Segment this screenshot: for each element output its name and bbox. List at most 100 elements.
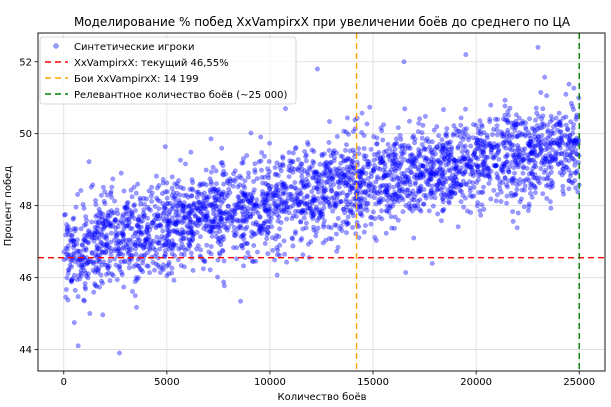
scatter-point	[440, 158, 446, 164]
scatter-point	[567, 152, 573, 158]
scatter-point	[68, 233, 74, 239]
scatter-point	[298, 199, 304, 205]
scatter-point	[328, 176, 334, 182]
scatter-point	[387, 194, 393, 200]
scatter-point	[121, 284, 127, 290]
scatter-point	[491, 162, 497, 168]
scatter-point	[563, 142, 569, 148]
scatter-point	[322, 164, 328, 170]
scatter-point	[190, 236, 196, 242]
scatter-point	[111, 248, 117, 254]
scatter-point	[180, 230, 186, 236]
scatter-point	[151, 238, 157, 244]
scatter-point	[422, 113, 428, 119]
scatter-point	[428, 147, 434, 153]
scatter-point	[372, 216, 378, 222]
scatter-point	[453, 177, 459, 183]
scatter-point	[404, 178, 410, 184]
scatter-point	[213, 221, 219, 227]
scatter-point	[424, 181, 430, 187]
scatter-point	[116, 246, 122, 252]
scatter-point	[114, 277, 120, 283]
scatter-point	[513, 178, 519, 184]
scatter-point	[280, 181, 286, 187]
scatter-point	[191, 200, 197, 206]
scatter-point	[100, 242, 106, 248]
scatter-point	[525, 208, 531, 214]
scatter-point	[141, 195, 147, 201]
scatter-point	[99, 249, 105, 255]
scatter-point	[442, 170, 448, 176]
scatter-point	[221, 283, 227, 289]
scatter-point	[297, 191, 303, 197]
scatter-point	[563, 122, 569, 128]
scatter-point	[282, 190, 288, 196]
scatter-point	[383, 169, 389, 175]
scatter-point	[311, 211, 317, 217]
scatter-point	[70, 237, 76, 243]
scatter-point	[497, 182, 503, 188]
scatter-point	[198, 216, 204, 222]
scatter-point	[261, 220, 267, 226]
scatter-point	[521, 157, 527, 163]
scatter-point	[462, 195, 468, 201]
scatter-point	[492, 116, 498, 122]
scatter-point	[64, 255, 70, 261]
scatter-point	[276, 194, 282, 200]
scatter-point	[500, 169, 506, 175]
scatter-point	[499, 168, 505, 174]
scatter-point	[473, 154, 479, 160]
scatter-point	[108, 252, 114, 258]
scatter-point	[529, 171, 535, 177]
scatter-point	[244, 224, 250, 230]
scatter-point	[104, 236, 110, 242]
scatter-point	[280, 191, 286, 197]
scatter-point	[437, 146, 443, 152]
scatter-point	[524, 152, 530, 158]
scatter-point	[522, 183, 528, 189]
scatter-point	[339, 171, 345, 177]
scatter-point	[267, 206, 273, 212]
scatter-point	[96, 235, 102, 241]
scatter-point	[528, 135, 534, 141]
scatter-point	[275, 189, 281, 195]
scatter-point	[182, 204, 188, 210]
scatter-point	[454, 180, 460, 186]
scatter-point	[218, 217, 224, 223]
scatter-point	[528, 150, 534, 156]
scatter-point	[458, 140, 464, 146]
scatter-point	[131, 263, 137, 269]
scatter-point	[458, 165, 464, 171]
scatter-point	[258, 226, 264, 232]
scatter-point	[305, 179, 311, 185]
scatter-point	[213, 197, 219, 203]
scatter-point	[264, 236, 270, 242]
scatter-point	[428, 176, 434, 182]
scatter-point	[457, 128, 463, 134]
scatter-point	[440, 199, 446, 205]
scatter-point	[408, 169, 414, 175]
scatter-point	[460, 178, 466, 184]
scatter-point	[526, 201, 532, 207]
scatter-point	[357, 211, 363, 217]
scatter-point	[71, 238, 77, 244]
scatter-point	[423, 179, 429, 185]
scatter-point	[157, 222, 163, 228]
scatter-point	[123, 237, 129, 243]
scatter-point	[532, 185, 538, 191]
scatter-point	[440, 207, 446, 213]
scatter-point	[309, 189, 315, 195]
scatter-point	[169, 185, 175, 191]
scatter-point	[155, 197, 161, 203]
scatter-point	[476, 146, 482, 152]
scatter-point	[417, 172, 423, 178]
scatter-point	[201, 198, 207, 204]
scatter-point	[528, 181, 534, 187]
scatter-point	[389, 192, 395, 198]
scatter-point	[252, 167, 258, 173]
scatter-point	[259, 150, 265, 156]
scatter-point	[560, 115, 566, 121]
scatter-point	[395, 125, 401, 131]
scatter-point	[368, 221, 374, 227]
scatter-point	[222, 211, 228, 217]
